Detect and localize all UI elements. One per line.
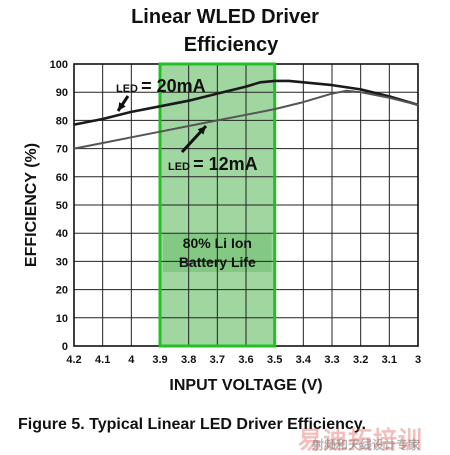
x-tick-label: 3.2 (353, 354, 368, 366)
label-12ma-arrowhead (197, 126, 206, 135)
x-tick-label: 3.8 (181, 354, 196, 366)
x-tick-label: 3.5 (267, 354, 282, 366)
x-tick-label: 3 (415, 354, 421, 366)
y-axis-title: EFFICIENCY (%) (23, 143, 40, 267)
data-point (187, 125, 190, 127)
x-tick-label: 3.6 (238, 354, 253, 366)
data-point (216, 92, 219, 95)
x-tick-label: 4.1 (95, 354, 110, 366)
data-point (417, 103, 419, 106)
data-point (273, 108, 276, 111)
data-point (388, 96, 391, 99)
data-point (130, 111, 133, 113)
y-tick-label: 100 (50, 59, 68, 71)
y-tick-label: 80 (56, 115, 68, 127)
x-tick-label: 3.9 (152, 354, 167, 366)
data-point (259, 81, 262, 84)
data-point (331, 92, 333, 95)
y-tick-label: 30 (56, 256, 68, 268)
data-point (288, 80, 290, 82)
data-point (216, 119, 219, 122)
grid-layer (73, 62, 419, 348)
shaded-region-border (158, 62, 277, 348)
data-point (245, 113, 247, 116)
series-layer (73, 79, 419, 150)
series-line-12ma (73, 89, 419, 150)
y-tick-label: 50 (56, 200, 68, 212)
y-tick-label: 70 (56, 144, 68, 156)
data-point (302, 81, 305, 84)
data-point (359, 91, 362, 94)
data-point (273, 80, 276, 82)
data-point (359, 88, 362, 91)
y-tick-label: 40 (56, 228, 68, 240)
data-point (130, 136, 133, 139)
shaded-region-label-line2: Battery Life (179, 254, 256, 270)
y-tick-label: 90 (56, 87, 68, 99)
watermark-sub: 射频和天线设计专家 (312, 438, 421, 452)
data-point (101, 118, 104, 120)
label-20ma: LED = 20mA (116, 76, 206, 96)
data-point (331, 84, 333, 87)
x-tick-label: 4.2 (66, 354, 81, 366)
y-tick-label: 60 (56, 172, 68, 184)
data-point (187, 99, 190, 102)
y-tick-label: 20 (56, 285, 68, 297)
data-point (101, 142, 104, 144)
data-point (73, 147, 75, 150)
data-point (159, 105, 161, 108)
data-point (245, 85, 247, 88)
data-point (302, 101, 305, 103)
data-point (73, 123, 75, 126)
y-tick-label: 0 (62, 341, 68, 353)
label-20ma-arrowhead (118, 102, 126, 111)
chart-title-line2: Efficiency (183, 34, 279, 56)
label-12ma: LED = 12mA (168, 154, 258, 174)
x-tick-label: 3.4 (296, 354, 312, 366)
y-tick-label: 10 (56, 313, 68, 325)
data-point (345, 89, 348, 92)
x-tick-label: 3.7 (210, 354, 225, 366)
chart-title-line1: Linear WLED Driver (131, 6, 319, 28)
x-tick-label: 4 (128, 354, 135, 366)
shaded-region-label-line1: 80% Li Ion (183, 235, 252, 251)
x-tick-label: 3.3 (324, 354, 339, 366)
data-point (159, 130, 161, 133)
x-tick-label: 3.1 (382, 354, 397, 366)
x-axis-title: INPUT VOLTAGE (V) (169, 377, 322, 394)
label-layer: 4.2 4.1 4 3.9 3.8 3.7 3.6 3.5 3.4 3.3 3.2 3.1 301020… (23, 59, 421, 394)
figure-caption: Figure 5. Typical Linear LED Driver Effi… (18, 416, 366, 433)
